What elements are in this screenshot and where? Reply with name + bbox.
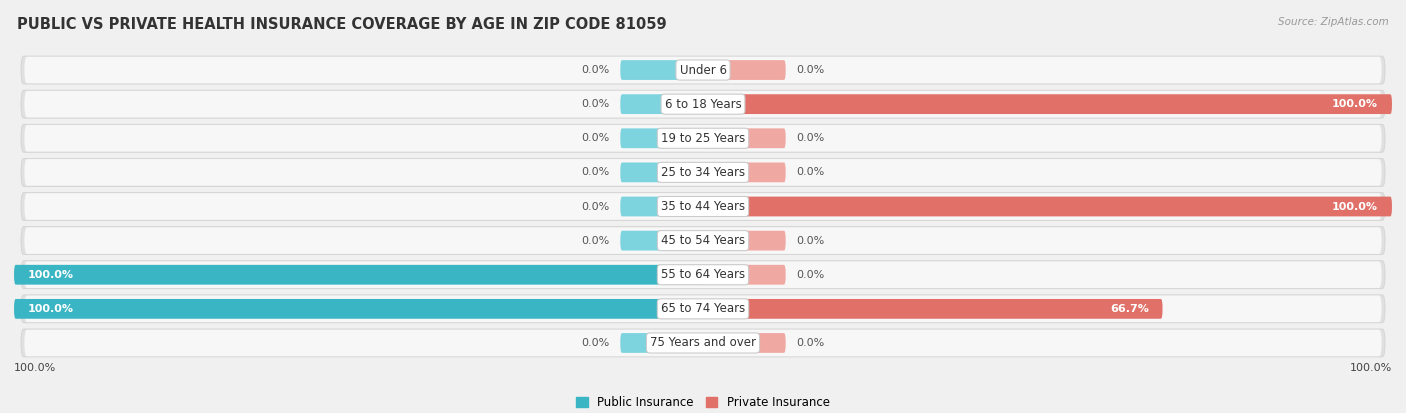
FancyBboxPatch shape xyxy=(21,227,1385,254)
FancyBboxPatch shape xyxy=(24,330,1382,356)
FancyBboxPatch shape xyxy=(620,333,703,353)
Text: PUBLIC VS PRIVATE HEALTH INSURANCE COVERAGE BY AGE IN ZIP CODE 81059: PUBLIC VS PRIVATE HEALTH INSURANCE COVER… xyxy=(17,17,666,31)
Text: 100.0%: 100.0% xyxy=(28,304,75,314)
Text: 35 to 44 Years: 35 to 44 Years xyxy=(661,200,745,213)
Text: 0.0%: 0.0% xyxy=(582,99,610,109)
Text: 0.0%: 0.0% xyxy=(796,133,824,143)
FancyBboxPatch shape xyxy=(620,60,703,80)
FancyBboxPatch shape xyxy=(21,261,1385,289)
FancyBboxPatch shape xyxy=(21,56,1385,84)
FancyBboxPatch shape xyxy=(21,192,1385,221)
FancyBboxPatch shape xyxy=(703,299,1163,319)
Text: 6 to 18 Years: 6 to 18 Years xyxy=(665,97,741,111)
FancyBboxPatch shape xyxy=(21,295,1385,323)
FancyBboxPatch shape xyxy=(703,128,786,148)
Legend: Public Insurance, Private Insurance: Public Insurance, Private Insurance xyxy=(571,392,835,413)
FancyBboxPatch shape xyxy=(703,333,786,353)
Text: 19 to 25 Years: 19 to 25 Years xyxy=(661,132,745,145)
Text: 0.0%: 0.0% xyxy=(796,167,824,177)
FancyBboxPatch shape xyxy=(703,60,786,80)
Text: 0.0%: 0.0% xyxy=(582,236,610,246)
Text: 65 to 74 Years: 65 to 74 Years xyxy=(661,302,745,316)
Text: 0.0%: 0.0% xyxy=(582,65,610,75)
Text: 45 to 54 Years: 45 to 54 Years xyxy=(661,234,745,247)
FancyBboxPatch shape xyxy=(21,329,1385,357)
Text: 0.0%: 0.0% xyxy=(796,270,824,280)
Text: 0.0%: 0.0% xyxy=(796,236,824,246)
Text: 0.0%: 0.0% xyxy=(796,338,824,348)
FancyBboxPatch shape xyxy=(21,90,1385,118)
Text: 0.0%: 0.0% xyxy=(796,65,824,75)
FancyBboxPatch shape xyxy=(21,159,1385,186)
FancyBboxPatch shape xyxy=(21,124,1385,152)
Text: 0.0%: 0.0% xyxy=(582,133,610,143)
FancyBboxPatch shape xyxy=(24,159,1382,186)
FancyBboxPatch shape xyxy=(620,231,703,251)
FancyBboxPatch shape xyxy=(24,296,1382,322)
FancyBboxPatch shape xyxy=(14,299,703,319)
Text: 100.0%: 100.0% xyxy=(1350,363,1392,373)
FancyBboxPatch shape xyxy=(24,227,1382,254)
Text: 0.0%: 0.0% xyxy=(582,167,610,177)
FancyBboxPatch shape xyxy=(14,265,703,285)
FancyBboxPatch shape xyxy=(24,261,1382,288)
Text: 75 Years and over: 75 Years and over xyxy=(650,337,756,349)
Text: 25 to 34 Years: 25 to 34 Years xyxy=(661,166,745,179)
FancyBboxPatch shape xyxy=(24,193,1382,220)
Text: Under 6: Under 6 xyxy=(679,64,727,76)
Text: 0.0%: 0.0% xyxy=(582,202,610,211)
FancyBboxPatch shape xyxy=(620,128,703,148)
FancyBboxPatch shape xyxy=(24,91,1382,117)
Text: 55 to 64 Years: 55 to 64 Years xyxy=(661,268,745,281)
FancyBboxPatch shape xyxy=(24,57,1382,83)
Text: 100.0%: 100.0% xyxy=(14,363,56,373)
FancyBboxPatch shape xyxy=(703,197,1392,216)
FancyBboxPatch shape xyxy=(24,125,1382,152)
FancyBboxPatch shape xyxy=(620,94,703,114)
Text: Source: ZipAtlas.com: Source: ZipAtlas.com xyxy=(1278,17,1389,26)
FancyBboxPatch shape xyxy=(620,197,703,216)
FancyBboxPatch shape xyxy=(703,162,786,182)
FancyBboxPatch shape xyxy=(703,231,786,251)
Text: 100.0%: 100.0% xyxy=(1331,202,1378,211)
FancyBboxPatch shape xyxy=(703,265,786,285)
Text: 100.0%: 100.0% xyxy=(1331,99,1378,109)
Text: 66.7%: 66.7% xyxy=(1109,304,1149,314)
FancyBboxPatch shape xyxy=(620,162,703,182)
FancyBboxPatch shape xyxy=(703,94,1392,114)
Text: 100.0%: 100.0% xyxy=(28,270,75,280)
Text: 0.0%: 0.0% xyxy=(582,338,610,348)
